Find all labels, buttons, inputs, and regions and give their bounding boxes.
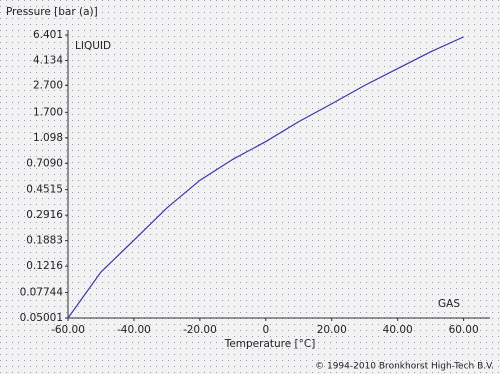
y-axis-label: Pressure [bar (a)] — [6, 6, 98, 18]
y-tick-label: 1.098 — [33, 132, 63, 144]
y-tick-label: 0.7090 — [26, 157, 63, 169]
x-tick-label: 60.00 — [449, 324, 479, 336]
annotation: LIQUID — [75, 40, 111, 52]
y-tick-label: 0.1216 — [26, 260, 63, 272]
copyright: © 1994-2010 Bronkhorst High-Tech B.V. — [315, 362, 494, 372]
y-tick-label: 0.1883 — [26, 235, 63, 247]
y-tick-label: 2.700 — [33, 79, 63, 91]
y-tick-label: 4.134 — [33, 55, 63, 67]
x-tick-label: -40.00 — [117, 324, 151, 336]
data-line — [67, 36, 464, 319]
annotation: GAS — [438, 298, 460, 310]
x-tick-label: 0 — [262, 324, 269, 336]
y-tick-label: 0.05001 — [20, 312, 63, 324]
y-tick-label: 0.07744 — [20, 286, 64, 298]
x-axis-label: Temperature [°C] — [224, 338, 316, 350]
y-tick-label: 6.401 — [33, 29, 63, 41]
y-tick-label: 1.700 — [33, 106, 63, 118]
x-tick-label: 40.00 — [383, 324, 413, 336]
y-tick-label: 0.4515 — [26, 184, 63, 196]
x-tick-label: -20.00 — [183, 324, 217, 336]
y-tick-label: 0.2916 — [26, 209, 63, 221]
x-tick-label: -60.00 — [51, 324, 85, 336]
x-tick-label: 20.00 — [317, 324, 347, 336]
